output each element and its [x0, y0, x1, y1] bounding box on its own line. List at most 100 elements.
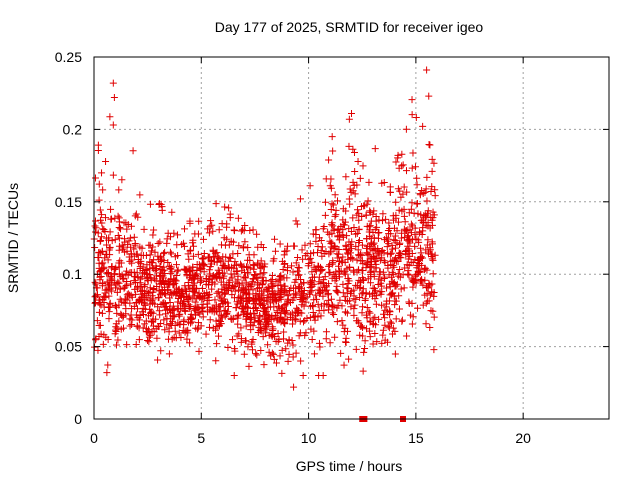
data-point — [341, 270, 349, 278]
data-point — [347, 253, 355, 261]
data-point — [175, 329, 183, 337]
data-point — [333, 250, 341, 258]
data-point — [259, 333, 267, 341]
data-point — [281, 308, 289, 316]
data-point — [428, 183, 436, 191]
data-point — [362, 211, 370, 219]
data-point — [184, 329, 192, 337]
data-point — [337, 349, 345, 357]
data-point — [191, 271, 199, 279]
data-point — [265, 348, 273, 356]
data-point — [123, 278, 131, 286]
data-point — [410, 209, 418, 217]
data-point — [383, 338, 391, 346]
data-point — [139, 310, 147, 318]
data-point — [257, 346, 265, 354]
x-tick-label: 20 — [515, 430, 531, 446]
data-point — [402, 167, 410, 175]
data-point — [241, 238, 249, 246]
data-point — [278, 369, 286, 377]
data-point — [302, 298, 310, 306]
data-point — [424, 236, 432, 244]
data-point — [396, 273, 404, 281]
data-point — [299, 318, 307, 326]
data-point — [133, 250, 141, 258]
data-point — [98, 169, 106, 177]
data-point — [181, 306, 189, 314]
data-point — [228, 336, 236, 344]
data-point — [123, 267, 131, 275]
data-point — [366, 333, 374, 341]
data-point — [214, 266, 222, 274]
data-point — [314, 242, 322, 250]
data-point — [356, 331, 364, 339]
data-point — [224, 344, 232, 352]
data-point — [268, 271, 276, 279]
data-point — [430, 292, 438, 300]
data-point — [128, 321, 136, 329]
data-point — [405, 209, 413, 217]
data-point — [106, 244, 114, 252]
data-point — [378, 179, 386, 187]
data-point — [241, 221, 249, 229]
data-point — [234, 214, 242, 222]
data-point — [182, 287, 190, 295]
data-point — [250, 265, 258, 273]
data-point — [297, 275, 305, 283]
data-point — [373, 249, 381, 257]
data-point — [175, 311, 183, 319]
data-point — [405, 271, 413, 279]
data-point — [350, 305, 358, 313]
data-point — [320, 276, 328, 284]
data-point — [91, 217, 99, 225]
data-point — [189, 252, 197, 260]
data-point — [253, 230, 261, 238]
data-point — [109, 79, 117, 87]
data-point — [146, 251, 154, 259]
data-point — [306, 314, 314, 322]
data-point — [394, 270, 402, 278]
data-point — [115, 186, 123, 194]
data-point — [102, 293, 110, 301]
data-point — [428, 167, 436, 175]
data-point — [272, 337, 280, 345]
data-point — [268, 283, 276, 291]
data-point — [215, 303, 223, 311]
data-point — [322, 335, 330, 343]
data-point — [112, 284, 120, 292]
data-point — [154, 356, 162, 364]
data-point — [95, 196, 103, 204]
data-point — [419, 281, 427, 289]
y-tick-label: 0.25 — [55, 49, 82, 65]
data-point — [97, 249, 105, 257]
data-point — [254, 317, 262, 325]
data-point — [410, 277, 418, 285]
data-point — [391, 327, 399, 335]
data-point — [164, 229, 172, 237]
data-point — [358, 213, 366, 221]
data-point — [333, 197, 341, 205]
data-point — [136, 279, 144, 287]
data-point — [217, 241, 225, 249]
data-point — [179, 287, 187, 295]
data-point — [387, 319, 395, 327]
data-point — [194, 309, 202, 317]
data-point — [280, 307, 288, 315]
data-point — [411, 256, 419, 264]
data-point — [248, 346, 256, 354]
data-point — [205, 266, 213, 274]
data-point — [114, 231, 122, 239]
data-point — [108, 276, 116, 284]
data-point — [230, 226, 238, 234]
data-point — [354, 158, 362, 166]
data-point — [146, 265, 154, 273]
data-point — [377, 247, 385, 255]
data-point — [355, 236, 363, 244]
data-point — [359, 276, 367, 284]
data-point — [105, 281, 113, 289]
data-point — [315, 286, 323, 294]
data-point — [135, 316, 143, 324]
data-point — [177, 333, 185, 341]
data-point — [424, 283, 432, 291]
data-point — [329, 301, 337, 309]
